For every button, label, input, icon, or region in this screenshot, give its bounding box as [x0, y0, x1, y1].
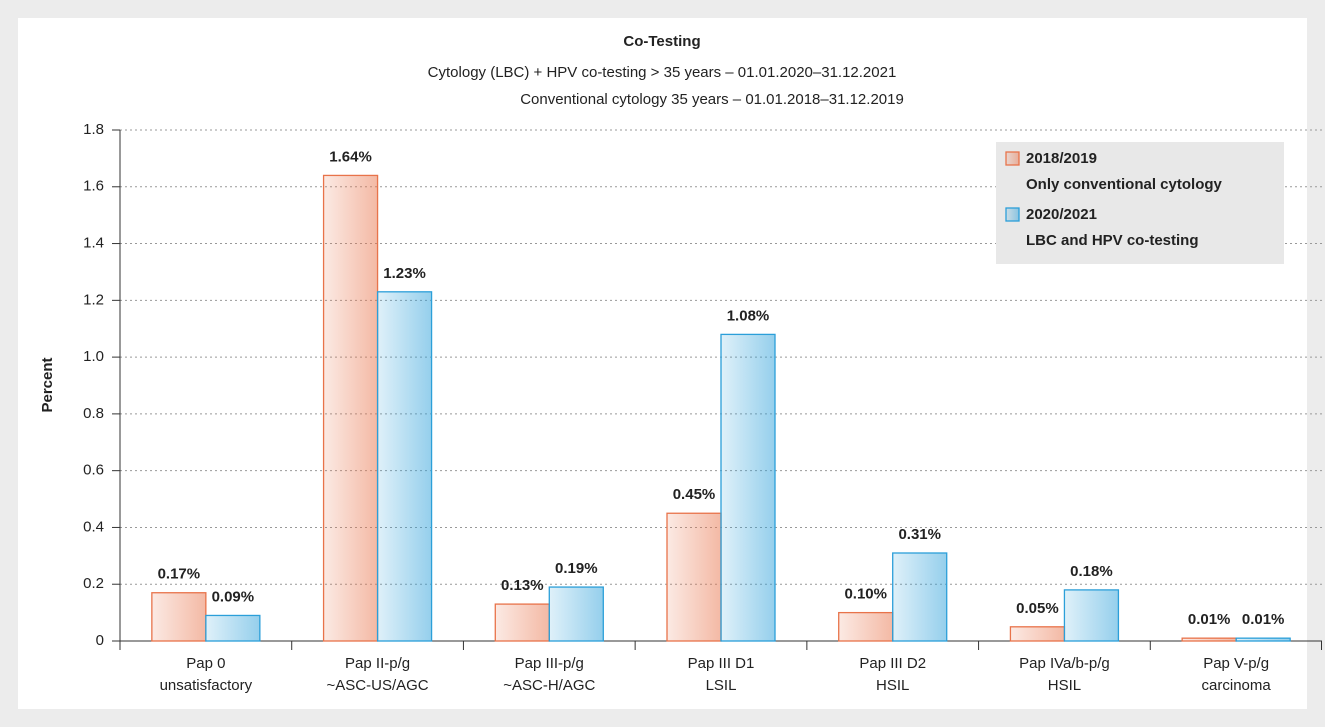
- data-label: 0.01%: [1242, 611, 1285, 628]
- chart-title: Co-Testing: [623, 33, 700, 50]
- x-tick-label: LSIL: [706, 677, 737, 694]
- bar: [1009, 626, 1066, 642]
- y-tick-label: 0.4: [83, 518, 104, 535]
- bar: [205, 614, 261, 642]
- data-label: 0.09%: [212, 588, 255, 605]
- x-tick-label: Pap III-p/g: [515, 655, 584, 672]
- bar: [376, 291, 433, 642]
- data-label: 0.17%: [158, 566, 201, 583]
- bar: [892, 552, 948, 642]
- bar: [720, 333, 776, 642]
- data-label: 0.18%: [1070, 563, 1113, 580]
- data-label: 1.08%: [727, 307, 770, 324]
- data-label: 0.19%: [555, 560, 598, 577]
- x-tick-label: Pap 0: [186, 655, 225, 672]
- data-label: 0.31%: [898, 526, 941, 543]
- data-label: 1.64%: [329, 148, 372, 165]
- legend-swatch: [1005, 207, 1020, 222]
- x-tick-label: Pap V-p/g: [1203, 655, 1269, 672]
- data-label: 0.45%: [673, 486, 716, 503]
- y-tick-label: 0.8: [83, 405, 104, 422]
- y-tick-label: 1.6: [83, 178, 104, 195]
- legend-label: 2018/2019: [1026, 150, 1097, 167]
- x-tick-label: Pap II-p/g: [345, 655, 410, 672]
- y-tick-label: 0.6: [83, 462, 104, 479]
- bar: [322, 174, 379, 642]
- legend-description: LBC and HPV co-testing: [1026, 232, 1199, 249]
- legend-label: 2020/2021: [1026, 206, 1097, 223]
- bar: [838, 611, 894, 642]
- legend-description: Only conventional cytology: [1026, 176, 1223, 193]
- x-tick-label: HSIL: [876, 677, 909, 694]
- x-tick-label: ~ASC-H/AGC: [503, 677, 595, 694]
- x-tick-label: Pap IVa/b-p/g: [1019, 655, 1110, 672]
- bar: [1181, 637, 1237, 642]
- data-label: 0.13%: [501, 577, 544, 594]
- chart-subtitle: Conventional cytology 35 years – 01.01.2…: [520, 91, 904, 108]
- y-tick-label: 1.0: [83, 348, 104, 365]
- bar: [151, 592, 207, 642]
- data-label: 0.05%: [1016, 600, 1059, 617]
- data-label: 1.23%: [383, 265, 426, 282]
- x-tick-label: Pap III D2: [859, 655, 926, 672]
- bar: [666, 512, 722, 642]
- x-tick-label: HSIL: [1048, 677, 1081, 694]
- bar: [1235, 637, 1291, 642]
- bar: [494, 603, 550, 642]
- x-tick-label: ~ASC-US/AGC: [327, 677, 429, 694]
- y-tick-label: 0: [96, 632, 104, 649]
- data-label: 0.10%: [844, 586, 887, 603]
- legend-swatch: [1005, 151, 1020, 166]
- chart-subtitle: Cytology (LBC) + HPV co-testing > 35 yea…: [428, 64, 897, 81]
- x-tick-label: Pap III D1: [688, 655, 755, 672]
- bar: [548, 586, 604, 642]
- bar: [1063, 589, 1120, 642]
- y-tick-label: 1.2: [83, 291, 104, 308]
- x-tick-label: unsatisfactory: [160, 677, 253, 694]
- y-tick-label: 0.2: [83, 575, 104, 592]
- data-label: 0.01%: [1188, 611, 1231, 628]
- y-tick-label: 1.8: [83, 121, 104, 138]
- y-tick-label: 1.4: [83, 235, 104, 252]
- legend-box: [996, 142, 1284, 264]
- y-axis-label: Percent: [39, 357, 56, 412]
- x-tick-label: carcinoma: [1202, 677, 1272, 694]
